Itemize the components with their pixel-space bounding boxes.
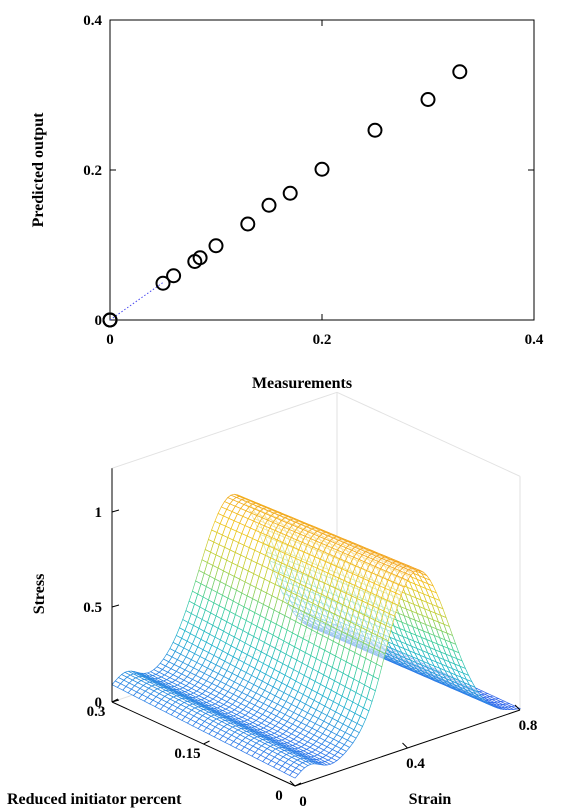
reference-line (109, 282, 164, 321)
data-point (261, 197, 277, 213)
z-tick-label: 1 (95, 505, 103, 521)
y-tick-mark (111, 698, 119, 703)
data-point (314, 161, 330, 177)
x-tick-mark (289, 780, 296, 787)
x-tick-label: 0.8 (519, 718, 538, 734)
data-point (208, 238, 224, 254)
z-tick-mark (111, 604, 120, 608)
z-tick-label: 0 (95, 695, 103, 711)
z-tick-label: 0.5 (83, 600, 102, 616)
box-edge (336, 391, 521, 477)
y-tick-mark (294, 782, 302, 787)
x-tick-label: 0 (106, 332, 114, 348)
data-point (367, 122, 383, 138)
y-tick-label: 0.3 (87, 704, 106, 720)
surface-cell (289, 771, 299, 779)
y-tick-label: 0.2 (83, 163, 102, 179)
y-tick-mark (203, 740, 210, 745)
box-edge (111, 391, 338, 469)
y-tick-label: 0 (275, 788, 283, 804)
x-tick-label: 0.2 (313, 332, 332, 348)
x-axis-label: Strain (409, 791, 452, 808)
z-axis-label: Stress (31, 574, 48, 615)
y-tick-label: 0.15 (174, 746, 200, 762)
z-tick-mark (111, 509, 120, 513)
surface-mesh (111, 493, 522, 779)
data-point (166, 268, 182, 284)
data-point (192, 250, 208, 266)
x-axis-label: Measurements (252, 375, 352, 392)
x-tick-mark (402, 742, 408, 749)
data-point (240, 216, 256, 232)
y-tick-label: 0 (95, 313, 103, 329)
data-point (102, 312, 118, 328)
x-tick-label: 0.4 (406, 756, 425, 772)
data-point (452, 64, 468, 80)
x-tick-mark (514, 704, 521, 711)
data-point (420, 92, 436, 107)
data-point (155, 275, 171, 291)
data-point (282, 185, 298, 201)
scatter-chart: 0 0.2 0.4 0 0.2 0.4 Measurements Predicted outp… (30, 13, 544, 392)
x-tick-label: 0.4 (525, 332, 544, 348)
y-axis-label: Predicted output (30, 112, 47, 227)
x-tick-label: 0 (299, 794, 307, 809)
y-axis-label: Reduced initiator percent (7, 791, 182, 808)
y-tick-label: 0.4 (83, 13, 102, 29)
